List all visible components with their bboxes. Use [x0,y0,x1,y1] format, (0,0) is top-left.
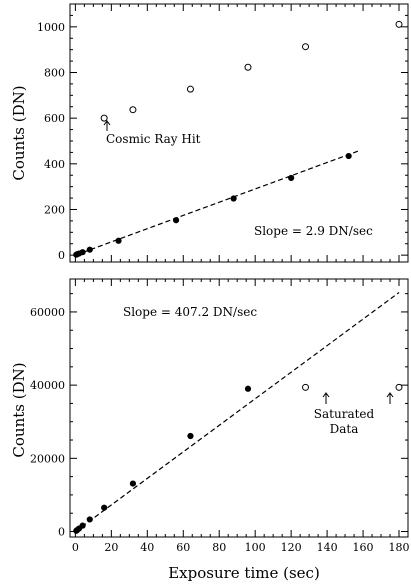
bottom-plot-frame [69,278,409,538]
top-y-tick-label: 400 [44,158,65,171]
top-outlier-point [129,106,137,114]
top-outlier-point [186,85,194,93]
top-points [73,20,403,258]
bottom-y-tick-label: 20000 [30,452,65,465]
top-outlier-point [244,63,252,71]
x-tick-label: 100 [245,541,266,554]
bottom-y-tick-label: 0 [58,526,65,539]
data-label: Data [330,422,359,436]
top-panel: 0 200 400 600 800 1000 Counts (DN) Cosmic Ray… [10,3,409,263]
bottom-data-point [187,432,194,440]
top-data-point [172,217,180,224]
top-plot-frame [69,3,409,263]
x-tick-label: 80 [212,541,226,554]
bottom-y-tick-label: 60000 [30,306,65,319]
top-data-point [86,246,93,253]
x-tick-label: 40 [140,541,154,554]
top-data-point [345,152,352,160]
bottom-data-point [129,480,137,487]
top-y-tick-label: 200 [44,203,65,216]
top-data-point [115,237,122,244]
bottom-outlier-point [302,383,310,391]
x-tick-label: 60 [176,541,190,554]
x-axis-label: Exposure time (sec) [168,564,320,582]
x-tick-label: 180 [389,541,410,554]
cosmic-ray-label: Cosmic Ray Hit [106,132,201,146]
bottom-data-point [101,504,108,511]
cosmic-ray-arrowhead [103,120,111,126]
bottom-panel: 0 20 40 60 80 100 120 140 160 180 0 20000 40000 60000… [10,278,410,582]
bottom-fit-line-group [75,292,400,532]
x-tick-label: 140 [317,541,338,554]
bottom-points [73,383,403,534]
bottom-y-tick-label: 40000 [30,379,65,392]
bottom-slope-label: Slope = 407.2 DN/sec [123,305,257,319]
top-y-tick-label: 0 [58,249,65,262]
x-tick-label: 120 [281,541,302,554]
bottom-data-point [79,522,86,529]
bottom-outlier-point [395,383,403,391]
x-tick-label: 20 [104,541,118,554]
bottom-ticks: 0 20 40 60 80 100 120 140 160 180 0 20000 40000 60000 [30,279,410,554]
saturated-label: Saturated [314,407,375,421]
bottom-data-point [244,385,252,392]
top-y-tick-label: 600 [44,112,65,125]
saturated-arrowhead-1 [322,392,330,398]
top-outlier-point [302,43,310,51]
bottom-y-axis-label: Counts (DN) [10,362,28,457]
top-ticks: 0 200 400 600 800 1000 [37,3,408,262]
top-fit-line-group [75,150,360,256]
x-tick-label: 160 [353,541,374,554]
bottom-fit-line [75,292,400,532]
top-y-tick-label: 800 [44,66,65,79]
bottom-data-point [86,516,93,523]
top-data-point [288,174,295,182]
top-y-axis-label: Counts (DN) [10,85,28,180]
top-slope-label: Slope = 2.9 DN/sec [254,224,373,238]
x-tick-label: 0 [72,541,79,554]
saturated-arrowhead-2 [386,392,394,398]
top-y-tick-label: 1000 [37,21,65,34]
top-data-point [79,249,86,256]
top-outlier-point [395,20,403,28]
top-outlier-point [100,114,108,122]
top-fit-line [75,150,360,256]
top-data-point [230,195,237,202]
